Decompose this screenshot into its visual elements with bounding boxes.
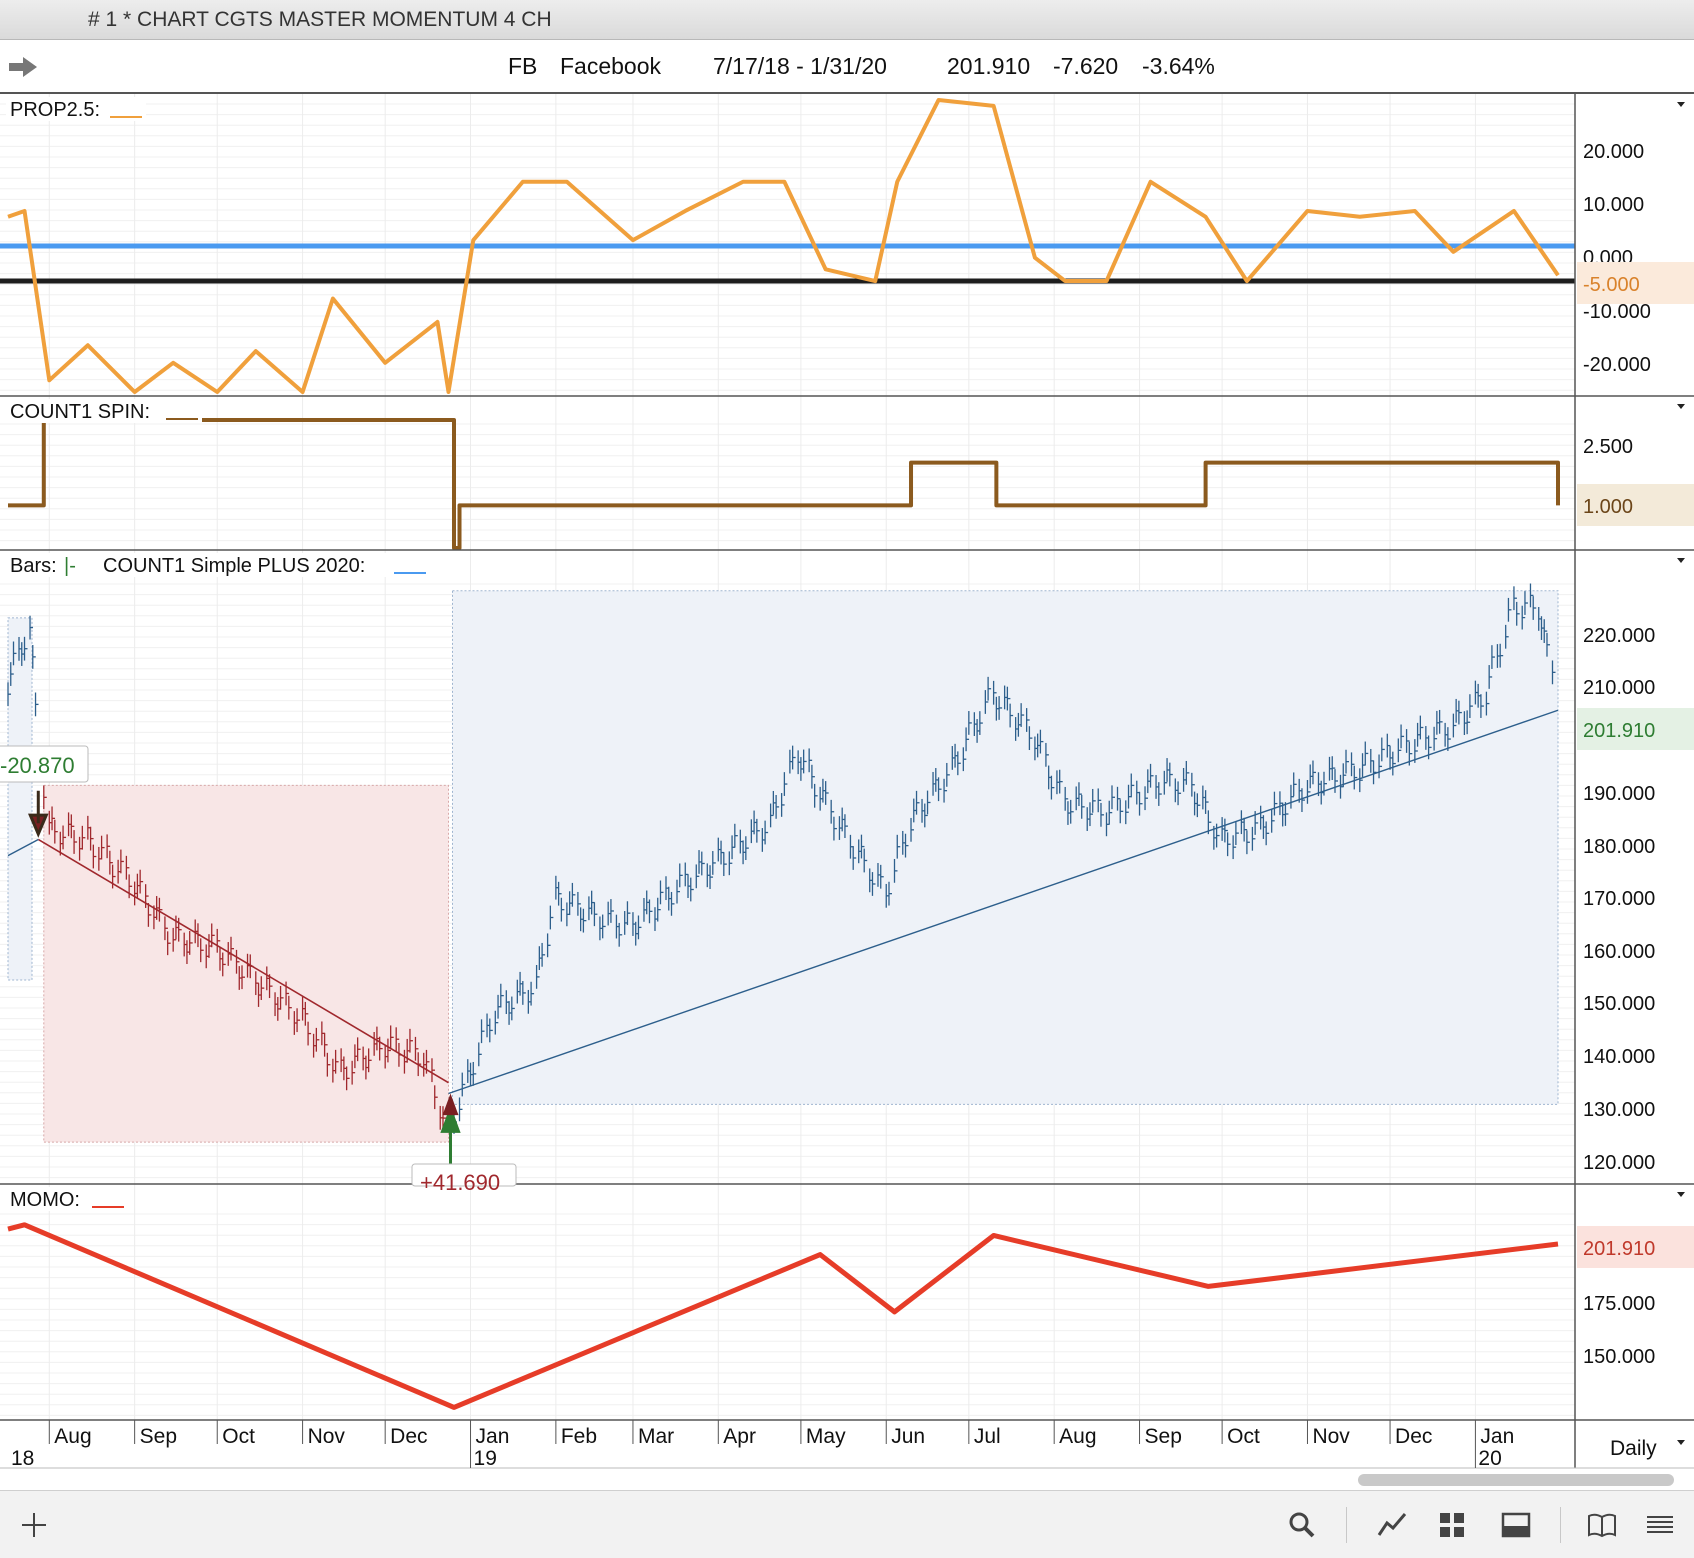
prop-value: -5.000 (1583, 274, 1640, 296)
box-label-bottom: +41.690 (420, 1170, 500, 1195)
buy-marker-icon (442, 1093, 459, 1116)
menu-icon[interactable] (1644, 1509, 1676, 1541)
month-label: Aug (54, 1425, 91, 1448)
bars-label-mark: |- (64, 555, 76, 577)
prop-tick: 20.000 (1583, 141, 1644, 163)
price-tick: 220.000 (1583, 625, 1655, 647)
prop-tick: 10.000 (1583, 194, 1644, 216)
month-label: Dec (390, 1425, 427, 1448)
window-titlebar: # 1 * CHART CGTS MASTER MOMENTUM 4 CH (0, 0, 1694, 40)
down-range-box (43, 784, 449, 1143)
prop-panel-label[interactable]: PROP2.5: (10, 99, 100, 121)
momo-value: 201.910 (1583, 1238, 1655, 1260)
month-label: Oct (1227, 1425, 1260, 1448)
period-selector[interactable]: Daily (1610, 1437, 1657, 1460)
price-tick: 170.000 (1583, 888, 1655, 910)
prior-range-box (7, 617, 33, 981)
price-tick: 150.000 (1583, 993, 1655, 1015)
price-tick: 120.000 (1583, 1152, 1655, 1174)
price-tick: 180.000 (1583, 836, 1655, 858)
panel-icon[interactable] (1500, 1509, 1532, 1541)
price-tick: 160.000 (1583, 941, 1655, 963)
price-tick: 130.000 (1583, 1099, 1655, 1121)
box-label-left: -20.870 (0, 753, 75, 778)
last-price: 201.910 (947, 53, 1031, 79)
down-trend-line (37, 838, 449, 1084)
bars-panel-label[interactable]: Bars: (10, 555, 57, 577)
sell-arrow-icon (28, 790, 49, 838)
up-range-box (451, 590, 1559, 1105)
month-label: Apr (723, 1425, 756, 1448)
date-range[interactable]: 7/17/18 - 1/31/20 (713, 53, 887, 79)
month-label: Mar (638, 1425, 674, 1448)
momo-tick: 150.000 (1583, 1346, 1655, 1368)
count-plus-label[interactable]: COUNT1 Simple PLUS 2020: (103, 555, 365, 577)
month-label: Sep (1145, 1425, 1182, 1448)
month-label: Aug (1059, 1425, 1096, 1448)
count-value: 1.000 (1583, 496, 1633, 518)
symbol-bar: FB Facebook 7/17/18 - 1/31/20 201.910 -7… (0, 40, 1694, 94)
price-change: -7.620 (1053, 53, 1119, 79)
price-tick: 140.000 (1583, 1046, 1655, 1068)
month-label: Jul (974, 1425, 1001, 1448)
prior-trend-line (7, 838, 39, 857)
buy-arrow-icon (440, 1105, 461, 1164)
forward-arrow-icon[interactable] (8, 56, 38, 78)
ticker-symbol[interactable]: FB (508, 53, 538, 79)
bottom-toolbar (0, 1490, 1694, 1558)
momo-tick: 175.000 (1583, 1293, 1655, 1315)
year-label: 19 (474, 1447, 497, 1470)
momo-value-badge (1577, 1226, 1694, 1268)
window-title: # 1 * CHART CGTS MASTER MOMENTUM 4 CH (88, 8, 552, 31)
price-tick: 190.000 (1583, 783, 1655, 805)
momo-panel-label[interactable]: MOMO: (10, 1189, 80, 1211)
add-icon[interactable] (18, 1509, 50, 1541)
prop-tick: -20.000 (1583, 354, 1651, 376)
month-label: Nov (308, 1425, 346, 1448)
month-label: Jun (891, 1425, 925, 1448)
month-label: Nov (1312, 1425, 1350, 1448)
company-name: Facebook (560, 53, 662, 79)
prop-tick: -10.000 (1583, 301, 1651, 323)
price-value: 201.910 (1583, 720, 1655, 742)
count-value-badge (1577, 484, 1694, 526)
book-icon[interactable] (1586, 1509, 1618, 1541)
month-label: Jan (476, 1425, 510, 1448)
month-label: Sep (140, 1425, 177, 1448)
grid-icon[interactable] (1436, 1509, 1468, 1541)
up-trend-line (448, 709, 1559, 1095)
horizontal-scrollbar[interactable] (1358, 1474, 1674, 1486)
price-value-badge (1577, 708, 1694, 750)
count-series (8, 418, 1560, 550)
month-label: May (806, 1425, 846, 1448)
month-label: Oct (222, 1425, 255, 1448)
chart-area[interactable]: PROP2.5: COUNT1 SPIN: Bars: |- COUNT1 Si… (0, 94, 1694, 1474)
count-tick: 2.500 (1583, 436, 1633, 458)
prop-value-badge (1577, 262, 1694, 304)
price-tick: 210.000 (1583, 677, 1655, 699)
count-panel-label[interactable]: COUNT1 SPIN: (10, 401, 150, 423)
line-chart-icon[interactable] (1376, 1509, 1408, 1541)
momo-series (7, 1222, 1559, 1410)
month-label: Jan (1480, 1425, 1514, 1448)
year-label: 20 (1478, 1447, 1501, 1470)
search-icon[interactable] (1286, 1509, 1318, 1541)
month-label: Feb (561, 1425, 597, 1448)
month-label: Dec (1395, 1425, 1432, 1448)
year-label: 18 (11, 1447, 34, 1470)
price-change-percent: -3.64% (1142, 53, 1215, 79)
